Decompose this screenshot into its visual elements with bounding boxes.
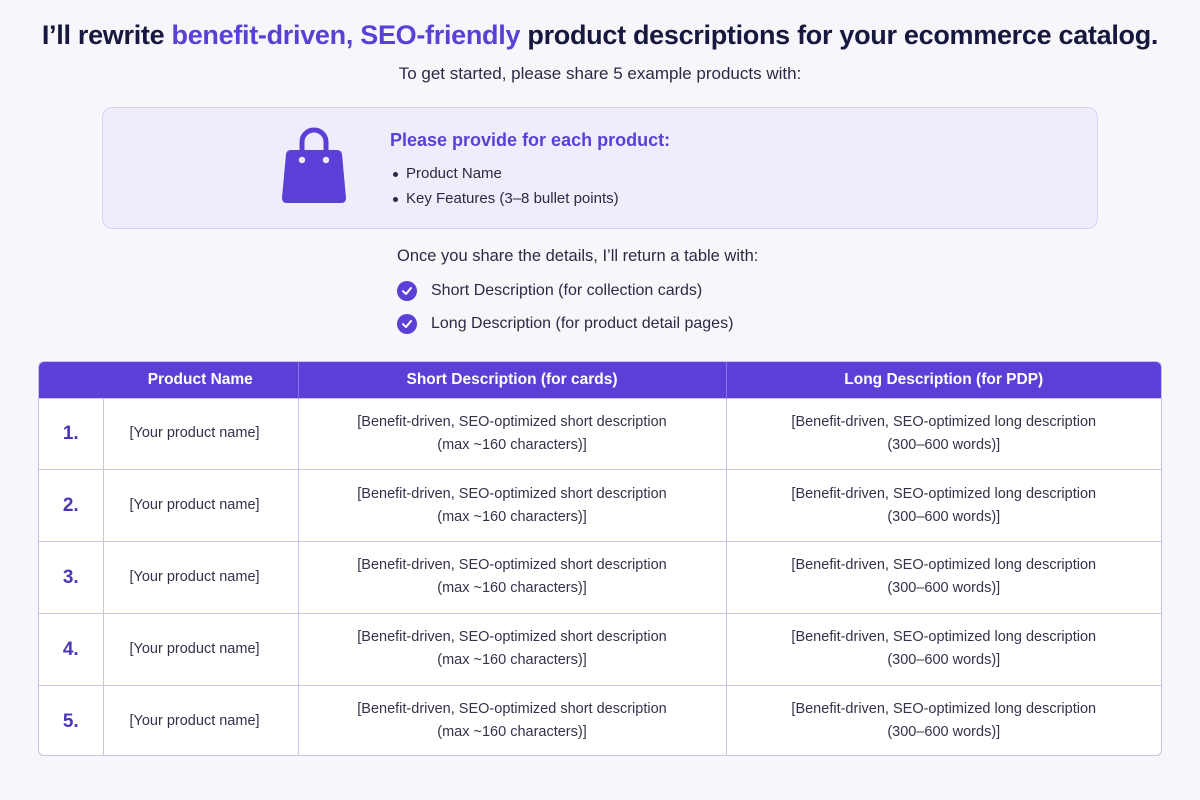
long-description-cell: [Benefit-driven, SEO-optimized long desc… xyxy=(726,469,1161,542)
long-description-line: (300–600 words)] xyxy=(887,436,1001,453)
short-description-line: [Benefit-driven, SEO-optimized short des… xyxy=(357,485,667,502)
title-accent: benefit-driven, SEO-friendly xyxy=(171,20,521,50)
subtitle: To get started, please share 5 example p… xyxy=(398,64,802,83)
short-description-line: [Benefit-driven, SEO-optimized short des… xyxy=(357,701,667,718)
product-name-cell: [Your product name] xyxy=(103,684,299,755)
column-header-number xyxy=(39,362,103,398)
long-description-line: (300–600 words)] xyxy=(887,508,1001,525)
short-description-line: (max ~160 characters)] xyxy=(437,724,587,741)
long-description-cell: [Benefit-driven, SEO-optimized long desc… xyxy=(726,684,1161,755)
row-number: 1. xyxy=(39,397,104,470)
column-header-short-description: Short Description (for cards) xyxy=(298,362,727,398)
long-description-line: (300–600 words)] xyxy=(887,580,1001,597)
row-number: 2. xyxy=(39,469,104,542)
row-number: 5. xyxy=(39,684,104,755)
short-description-line: (max ~160 characters)] xyxy=(437,580,587,597)
long-description-line: (300–600 words)] xyxy=(887,724,1001,741)
long-description-line: [Benefit-driven, SEO-optimized long desc… xyxy=(791,629,1097,646)
check-circle-icon xyxy=(397,314,417,334)
product-name-cell: [Your product name] xyxy=(103,541,299,614)
title-suffix: product descriptions for your ecommerce … xyxy=(520,20,1159,50)
table-row: 2. [Your product name] [Benefit-driven, … xyxy=(39,469,1161,542)
short-description-line: (max ~160 characters)] xyxy=(437,652,587,669)
requirements-list: Product Name Key Features (3–8 bullet po… xyxy=(390,164,619,214)
table-row: 1. [Your product name] [Benefit-driven, … xyxy=(39,397,1161,470)
card-title: Please provide for each product: xyxy=(390,130,671,150)
short-description-cell: [Benefit-driven, SEO-optimized short des… xyxy=(298,469,727,542)
long-description-cell: [Benefit-driven, SEO-optimized long desc… xyxy=(726,397,1161,470)
column-header-product-name: Product Name xyxy=(103,362,299,398)
list-item: Key Features (3–8 bullet points) xyxy=(390,189,619,214)
list-item: Product Name xyxy=(390,164,619,189)
long-description-line: [Benefit-driven, SEO-optimized long desc… xyxy=(791,485,1097,502)
short-description-line: [Benefit-driven, SEO-optimized short des… xyxy=(357,557,667,574)
long-description-cell: [Benefit-driven, SEO-optimized long desc… xyxy=(726,612,1161,686)
column-header-long-description: Long Description (for PDP) xyxy=(844,370,1044,388)
short-description-line: (max ~160 characters)] xyxy=(437,436,587,453)
deliverable-label: Long Description (for product detail pag… xyxy=(431,315,734,332)
short-description-cell: [Benefit-driven, SEO-optimized short des… xyxy=(298,541,727,614)
row-number: 3. xyxy=(39,541,104,614)
deliverable-item: Long Description (for product detail pag… xyxy=(397,313,733,335)
deliverable-item: Short Description (for collection cards) xyxy=(397,280,702,302)
table-header-row: Product Name Short Description (for card… xyxy=(39,362,1161,398)
long-description-line: [Benefit-driven, SEO-optimized long desc… xyxy=(791,701,1097,718)
title-prefix: I’ll rewrite xyxy=(41,20,172,50)
shopping-bag-icon xyxy=(282,127,346,203)
long-description-line: [Benefit-driven, SEO-optimized long desc… xyxy=(791,413,1097,430)
row-number: 4. xyxy=(39,612,104,686)
short-description-line: [Benefit-driven, SEO-optimized short des… xyxy=(357,413,667,430)
short-description-cell: [Benefit-driven, SEO-optimized short des… xyxy=(298,684,727,755)
long-description-line: (300–600 words)] xyxy=(887,652,1001,669)
short-description-line: (max ~160 characters)] xyxy=(437,508,587,525)
short-description-cell: [Benefit-driven, SEO-optimized short des… xyxy=(298,612,727,686)
page-title: I’ll rewrite benefit-driven, SEO-friendl… xyxy=(0,20,1200,51)
long-description-cell: [Benefit-driven, SEO-optimized long desc… xyxy=(726,541,1161,614)
table-row: 3. [Your product name] [Benefit-driven, … xyxy=(39,541,1161,614)
product-name-cell: [Your product name] xyxy=(103,612,299,686)
info-card: Please provide for each product: Product… xyxy=(102,107,1098,229)
deliverables-intro: Once you share the details, I’ll return … xyxy=(397,247,759,265)
short-description-cell: [Benefit-driven, SEO-optimized short des… xyxy=(298,397,727,470)
check-circle-icon xyxy=(397,281,417,301)
short-description-line: [Benefit-driven, SEO-optimized short des… xyxy=(357,629,667,646)
descriptions-table: Product Name Short Description (for card… xyxy=(38,361,1162,756)
table-row: 5. [Your product name] [Benefit-driven, … xyxy=(39,684,1161,755)
table-row: 4. [Your product name] [Benefit-driven, … xyxy=(39,612,1161,686)
long-description-line: [Benefit-driven, SEO-optimized long desc… xyxy=(791,557,1097,574)
product-name-cell: [Your product name] xyxy=(103,397,299,470)
deliverable-label: Short Description (for collection cards) xyxy=(431,282,703,299)
product-name-cell: [Your product name] xyxy=(103,469,299,542)
